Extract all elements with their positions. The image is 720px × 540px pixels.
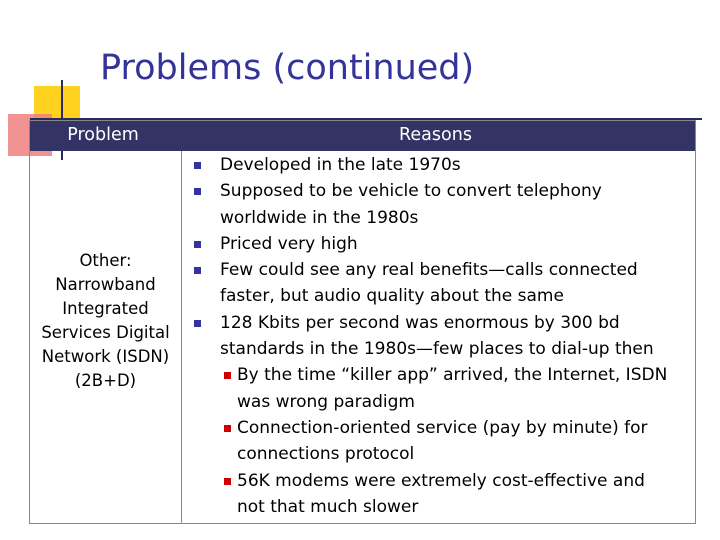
reasons-cell: Developed in the late 1970s Supposed to … [182, 152, 696, 520]
decor-horizontal-line [30, 118, 702, 120]
problem-line: Integrated [62, 299, 149, 318]
square-bullet-icon [194, 188, 201, 196]
reason-line: 128 Kbits per second was enormous by 300… [220, 312, 620, 333]
reason-line: standards in the 1980s—few places to dia… [220, 339, 654, 360]
sub-reason-line: was wrong paradigm [237, 391, 415, 412]
sub-reason-line: Connection-oriented service (pay by minu… [237, 417, 648, 438]
reason-item: Few could see any real benefits—calls co… [182, 257, 696, 310]
sub-reason-line: 56K modems were extremely cost-effective… [237, 470, 645, 491]
problem-line: Services Digital [41, 323, 170, 342]
sub-reason-line: By the time “killer app” arrived, the In… [237, 365, 668, 386]
sub-reason-line: not that much slower [237, 496, 419, 517]
sub-reason-item: 56K modems were extremely cost-effective… [182, 468, 696, 521]
sub-reason-line: connections protocol [237, 444, 415, 465]
sub-reason-item: By the time “killer app” arrived, the In… [182, 362, 696, 415]
reason-line: worldwide in the 1980s [220, 207, 419, 228]
reason-item: Priced very high [182, 231, 696, 257]
reason-line: Supposed to be vehicle to convert teleph… [220, 181, 602, 202]
header-reasons: Reasons [399, 125, 472, 145]
square-bullet-icon [194, 162, 201, 169]
red-square-bullet-icon [224, 424, 231, 432]
sub-reason-item: Connection-oriented service (pay by minu… [182, 415, 696, 468]
reason-line: Few could see any real benefits—calls co… [220, 260, 638, 281]
problems-table: Problem Reasons Other: Narrowband Integr… [29, 120, 696, 524]
red-square-bullet-icon [224, 372, 231, 380]
table-header: Problem Reasons [30, 121, 695, 151]
reason-item: 128 Kbits per second was enormous by 300… [182, 310, 696, 363]
column-divider [181, 151, 182, 523]
problem-cell: Other: Narrowband Integrated Services Di… [30, 249, 181, 393]
problem-line: Narrowband [55, 275, 156, 294]
reason-item: Developed in the late 1970s [182, 152, 696, 178]
problem-line: (2B+D) [74, 371, 137, 390]
reason-line: Priced very high [220, 233, 358, 254]
header-problem: Problem [67, 125, 139, 145]
square-bullet-icon [194, 267, 201, 275]
reason-line: Developed in the late 1970s [220, 155, 461, 175]
slide-title: Problems (continued) [100, 48, 475, 88]
red-square-bullet-icon [224, 477, 231, 485]
reason-line: faster, but audio quality about the same [220, 286, 564, 307]
square-bullet-icon [194, 240, 201, 248]
problem-line: Network (ISDN) [41, 347, 170, 366]
square-bullet-icon [194, 319, 201, 327]
reason-item: Supposed to be vehicle to convert teleph… [182, 178, 696, 231]
problem-line: Other: [79, 251, 132, 270]
